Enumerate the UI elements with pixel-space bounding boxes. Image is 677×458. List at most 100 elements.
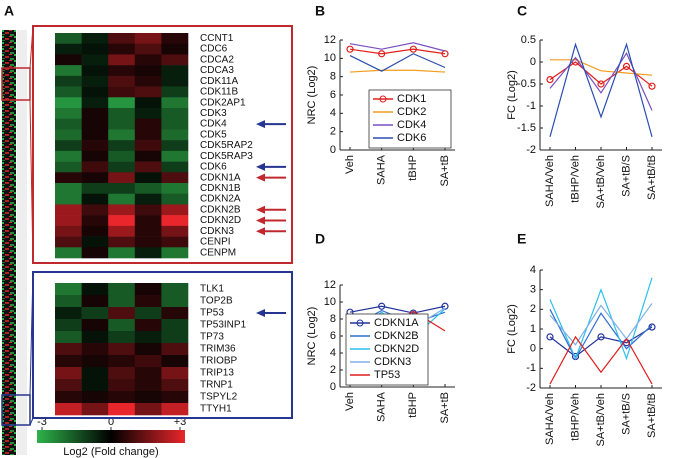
heatmap-cell bbox=[81, 75, 109, 87]
heatmap-cell bbox=[161, 247, 189, 259]
heatmap-cell bbox=[161, 75, 189, 87]
gene-label: TSPYL2 bbox=[200, 392, 238, 403]
zoom-box bbox=[32, 271, 293, 419]
heatmap-cell bbox=[81, 355, 109, 368]
point bbox=[346, 45, 354, 53]
y-tick-label: 8 bbox=[330, 71, 336, 83]
heatmap-cell bbox=[108, 236, 136, 248]
legend-label: CDKN1A bbox=[374, 317, 419, 329]
x-tick-label: SA+tB/Veh bbox=[595, 393, 607, 447]
heatmap-cell bbox=[161, 183, 189, 195]
legend-label: CDKN3 bbox=[374, 356, 411, 368]
legend-label: CDK6 bbox=[397, 132, 426, 144]
heatmap-cell bbox=[81, 204, 109, 216]
panel-label: A bbox=[4, 3, 14, 19]
heatmap-cell bbox=[108, 86, 136, 98]
heatmap-cell bbox=[108, 283, 136, 296]
heatmap-cell bbox=[81, 161, 109, 173]
gene-label: CENPM bbox=[200, 247, 236, 258]
heatmap-cell bbox=[55, 118, 82, 130]
heatmap-cell bbox=[55, 75, 82, 87]
gene-label: CDKN2B bbox=[200, 204, 241, 215]
x-tick-label: tBHP/Veh bbox=[569, 155, 581, 203]
gene-label: CDK4 bbox=[200, 119, 227, 130]
heatmap-cell bbox=[134, 215, 162, 227]
heatmap-cell bbox=[161, 54, 189, 66]
heatmap-cell bbox=[134, 65, 162, 77]
y-tick-label: 12 bbox=[324, 279, 336, 291]
y-tick-label: 0 bbox=[330, 381, 336, 393]
heatmap-cell bbox=[81, 172, 109, 184]
heatmap-cell bbox=[81, 283, 109, 296]
arrow-head bbox=[256, 162, 265, 171]
x-tick-label: SAHA bbox=[376, 391, 388, 422]
legend-label: CDK2 bbox=[397, 106, 426, 118]
heatmap-cell bbox=[108, 172, 136, 184]
y-tick-label: -0.5 bbox=[517, 78, 536, 90]
gene-label: CDKN2A bbox=[200, 194, 241, 205]
heatmap-cell bbox=[161, 236, 189, 248]
heatmap-cell bbox=[134, 75, 162, 87]
x-tick-label: SAHA bbox=[376, 154, 388, 185]
heatmap-cell bbox=[108, 97, 136, 109]
heatmap-cell bbox=[55, 283, 82, 296]
heatmap-cell bbox=[134, 367, 162, 380]
gene-label: CDCA2 bbox=[200, 54, 234, 65]
panel-label: C bbox=[517, 3, 527, 19]
heatmap-cell bbox=[55, 97, 82, 109]
heatmap-cell bbox=[55, 355, 82, 368]
series-line bbox=[349, 69, 446, 73]
heatmap-cell bbox=[55, 403, 82, 416]
heatmap-cell bbox=[55, 54, 82, 66]
heatmap-cell bbox=[134, 43, 162, 55]
legend-marker bbox=[356, 319, 364, 327]
heatmap-cell bbox=[108, 307, 136, 320]
colorbar bbox=[37, 430, 185, 443]
heatmap-cell bbox=[161, 33, 189, 45]
x-tick-label: SA+tB bbox=[439, 155, 451, 187]
legend-label: CDKN2D bbox=[374, 343, 419, 355]
y-tick-label: 1 bbox=[530, 323, 536, 335]
series-line bbox=[549, 277, 653, 361]
heatmap-cell bbox=[161, 193, 189, 205]
series-line bbox=[549, 51, 653, 111]
heatmap-cell bbox=[55, 183, 82, 195]
heatmap-cell bbox=[108, 183, 136, 195]
heatmap-cell bbox=[134, 161, 162, 173]
heatmap-cell bbox=[81, 391, 109, 404]
series-line bbox=[349, 305, 446, 314]
heatmap-cell bbox=[161, 367, 189, 380]
gene-label: CDCA3 bbox=[200, 65, 234, 76]
heatmap-cell bbox=[81, 331, 109, 344]
heatmap-cell bbox=[161, 403, 189, 416]
heatmap-cell bbox=[108, 108, 136, 120]
heatmap-cell bbox=[134, 379, 162, 392]
heatmap-cell bbox=[134, 193, 162, 205]
heatmap-cell bbox=[161, 97, 189, 109]
heatmap-cell bbox=[134, 54, 162, 66]
arrow-head bbox=[256, 216, 265, 225]
heatmap-cell bbox=[161, 283, 189, 296]
x-tick-label: SA+tB/S bbox=[620, 393, 632, 435]
point bbox=[597, 333, 605, 341]
series-line bbox=[549, 303, 653, 346]
heatmap-cell bbox=[134, 172, 162, 184]
y-tick-label: -1 bbox=[526, 100, 536, 112]
y-tick-label: -2 bbox=[526, 382, 536, 394]
heatmap-cell bbox=[134, 247, 162, 259]
gene-label: CDK5 bbox=[200, 129, 227, 140]
heatmap-cell bbox=[108, 118, 136, 130]
panel-label: E bbox=[517, 231, 526, 247]
heatmap-cell bbox=[55, 43, 82, 55]
series-line bbox=[549, 335, 653, 385]
heatmap-cell bbox=[161, 295, 189, 308]
heatmap-cell bbox=[161, 343, 189, 356]
heatmap-cell bbox=[55, 108, 82, 120]
heatmap-cell bbox=[108, 140, 136, 152]
x-tick-label: tBHP/Veh bbox=[569, 393, 581, 441]
heatmap-cell bbox=[81, 118, 109, 130]
heatmap-cell bbox=[55, 307, 82, 320]
heatmap-cell bbox=[81, 307, 109, 320]
heatmap-cell bbox=[55, 331, 82, 344]
heatmap-cell bbox=[161, 319, 189, 332]
